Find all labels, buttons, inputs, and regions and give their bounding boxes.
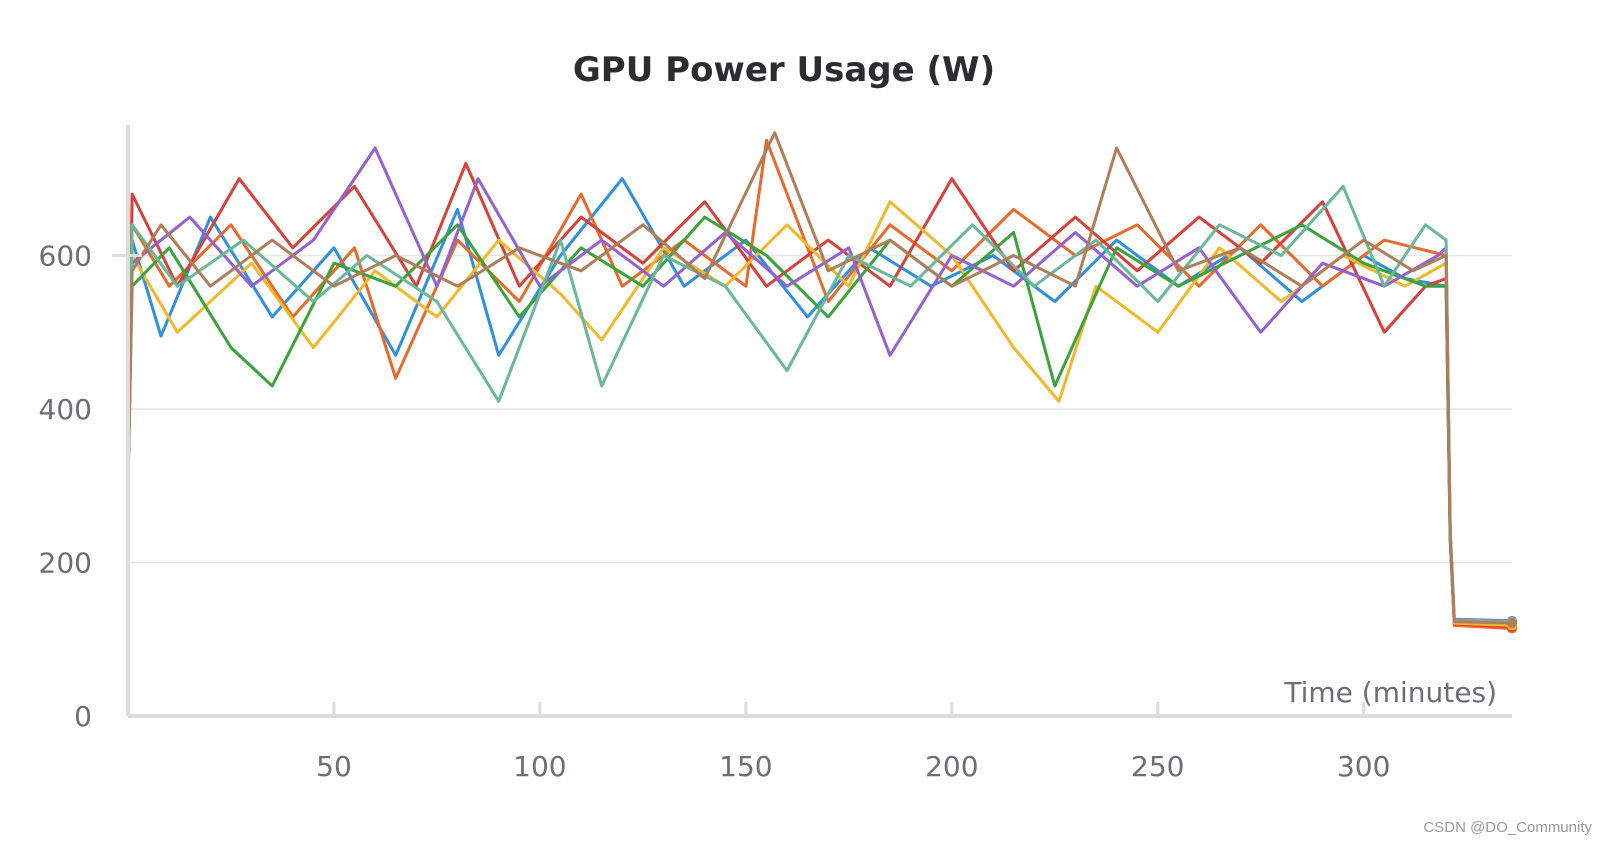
series-group	[126, 131, 1517, 634]
x-tick-label: 150	[719, 750, 772, 783]
chart-title: GPU Power Usage (W)	[573, 50, 995, 90]
y-tick-label: 0	[74, 700, 92, 733]
series-line-3	[126, 161, 1514, 629]
series-line-7	[126, 184, 1514, 624]
series-line-8	[126, 131, 1514, 625]
x-tick-label: 250	[1131, 750, 1184, 783]
series-line-1	[126, 177, 1514, 626]
series-line-2	[126, 138, 1514, 630]
x-tick-label: 300	[1337, 750, 1390, 783]
series-end-marker-8	[1507, 618, 1517, 629]
series-line-4	[126, 200, 1514, 627]
x-axis-label: Time (minutes)	[1283, 676, 1497, 709]
y-tick-label: 600	[39, 239, 92, 272]
x-tick-label: 100	[513, 750, 566, 783]
axes: 0 200 400 600 50 100 150 200 250 300	[39, 125, 1512, 783]
x-tick-label: 200	[925, 750, 978, 783]
x-tick-label: 50	[316, 750, 352, 783]
y-tick-label: 400	[39, 393, 92, 426]
watermark: CSDN @DO_Community	[1423, 819, 1592, 836]
y-tick-label: 200	[39, 546, 92, 579]
